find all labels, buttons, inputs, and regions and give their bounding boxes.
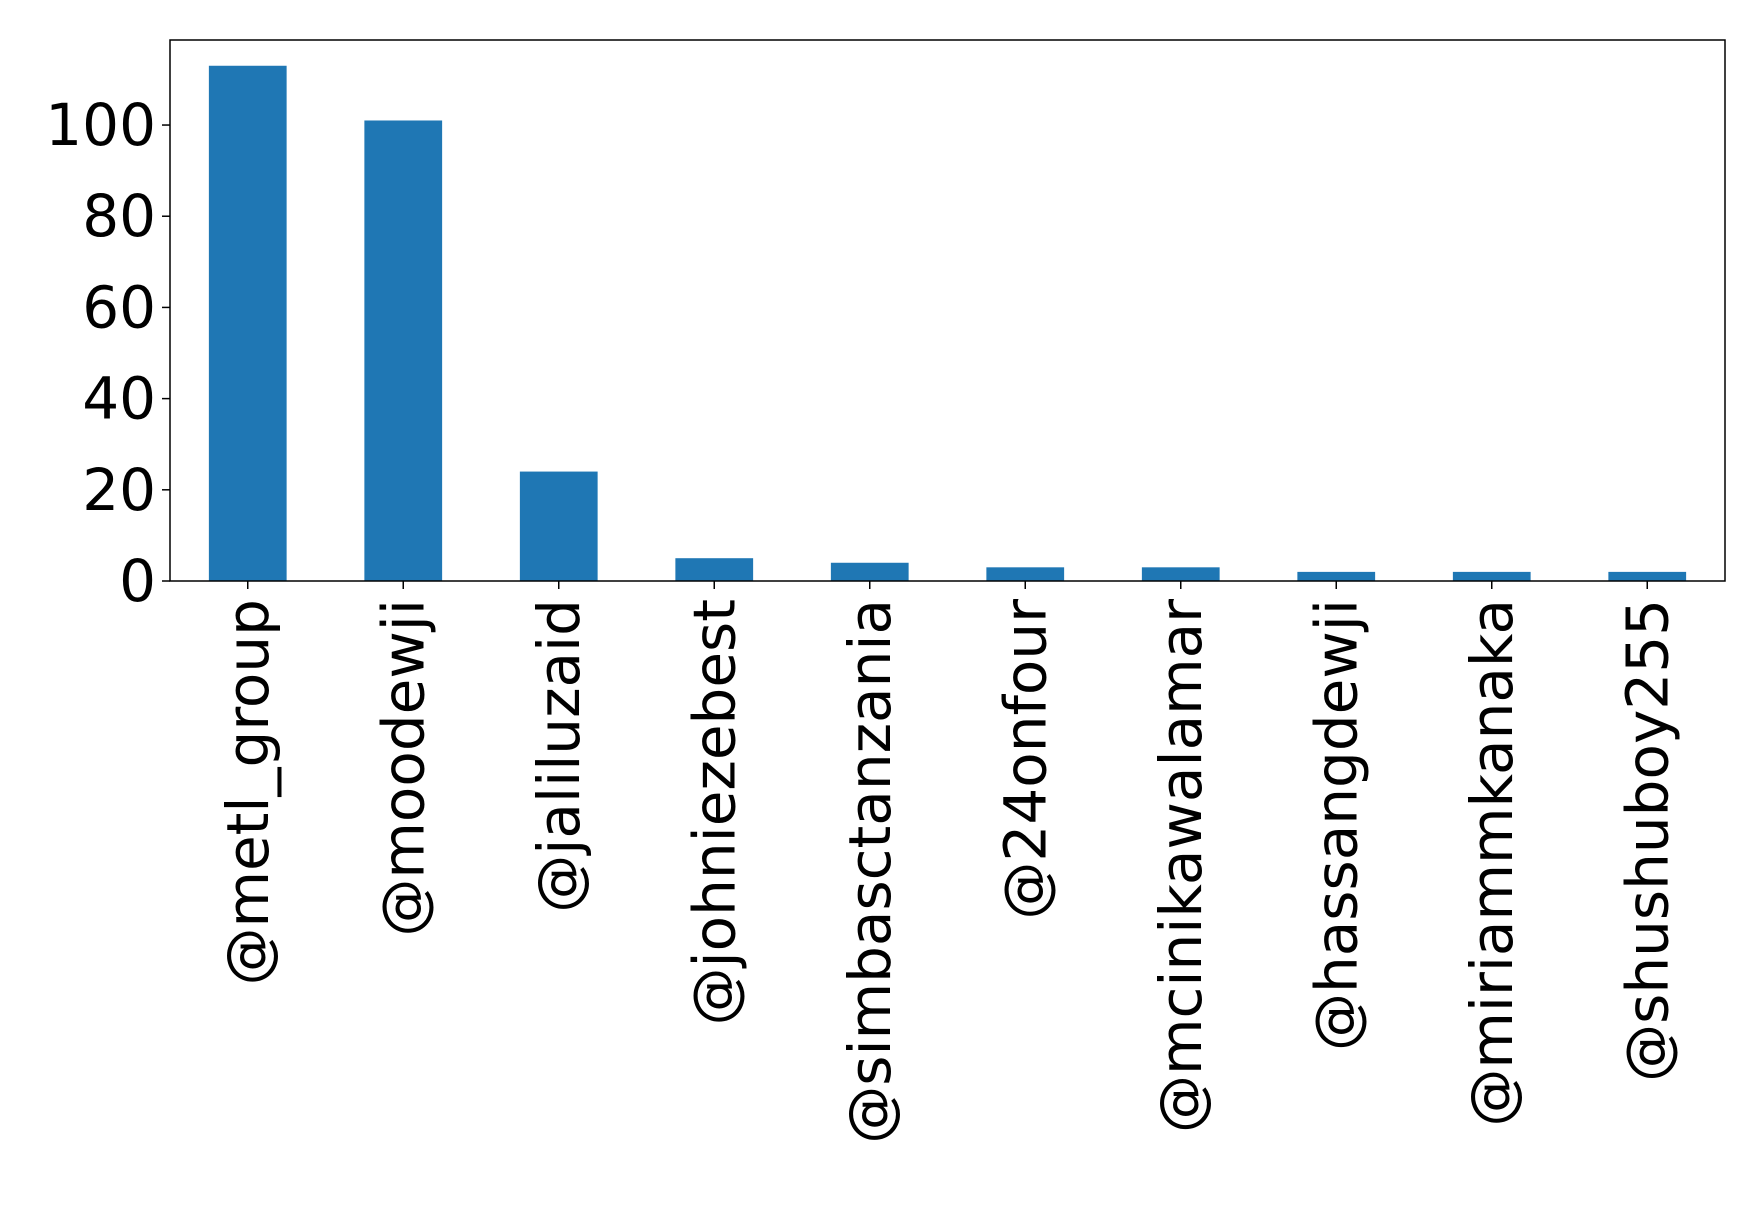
bar-jaliluzaid [519, 471, 598, 581]
y-tick-label: 0 [119, 547, 156, 615]
bar-moodewji [364, 120, 443, 582]
x-tick-label: @24onfour [991, 599, 1059, 920]
plot-frame [169, 39, 1726, 582]
y-tick-label: 40 [82, 365, 156, 433]
y-tick-label: 100 [45, 91, 156, 159]
bar-24onfour [986, 567, 1065, 581]
x-tick-label: @miriammkanaka [1458, 599, 1526, 1127]
bar-metlgroup [208, 65, 287, 581]
x-tick-label: @metl_group [214, 599, 282, 986]
x-tick-label: @shushuboy255 [1613, 599, 1681, 1082]
bar-miriammkanaka [1452, 571, 1531, 581]
x-tick-label: @mcinikawalamar [1147, 599, 1215, 1133]
x-tick-label: @jaliluzaid [525, 599, 593, 913]
bar-shushuboy255 [1608, 571, 1687, 581]
y-tick-label: 60 [82, 273, 156, 341]
bar-mcinikawalamar [1141, 567, 1220, 581]
bar-hassangdewji [1297, 571, 1376, 581]
x-tick-label: @moodewji [369, 599, 437, 937]
x-tick-label: @hassangdewji [1302, 599, 1370, 1051]
bars-group [208, 65, 1687, 582]
x-tick-label: @johniezebest [680, 599, 748, 1026]
x-tick-label: @simbasctanzania [836, 599, 904, 1144]
x-axis: @metl_group @moodewji @jaliluzaid @johnieze… [214, 581, 1681, 1144]
y-axis: 0 20 40 60 80 100 [45, 91, 170, 615]
bar-johniezebest [675, 558, 754, 581]
y-tick-label: 20 [82, 456, 156, 524]
bar-simbasctanzania [830, 562, 909, 581]
y-tick-label: 80 [82, 182, 156, 250]
